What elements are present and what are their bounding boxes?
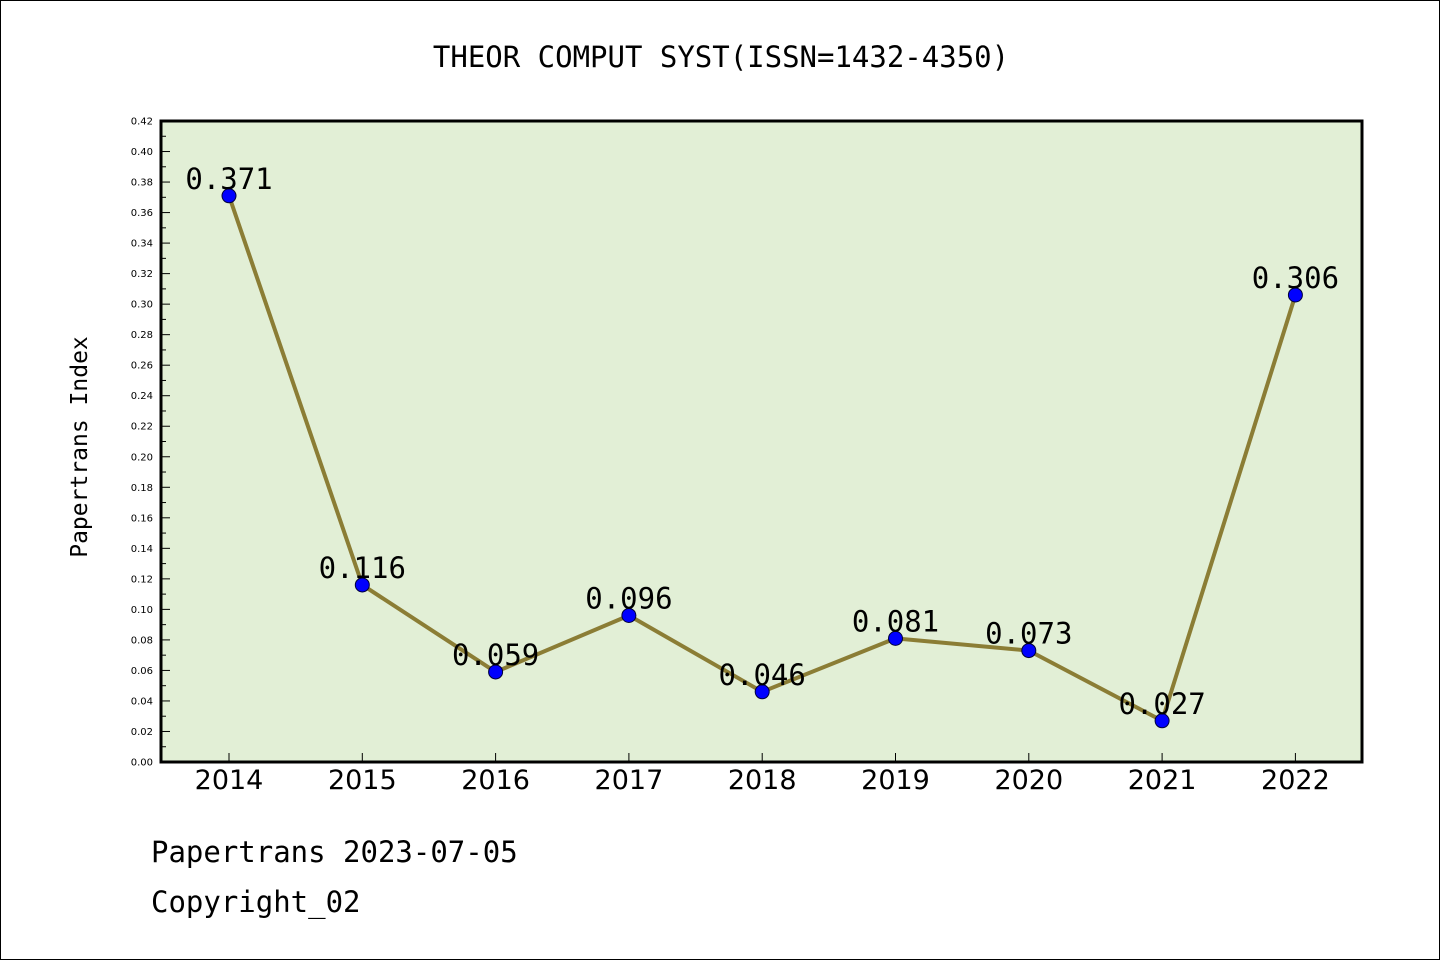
footer-copyright: Copyright_02	[151, 885, 361, 919]
data-label: 0.081	[852, 604, 939, 638]
chart-title: THEOR COMPUT SYST(ISSN=1432-4350)	[433, 40, 1009, 74]
footer-date-line: Papertrans 2023-07-05	[151, 835, 518, 869]
data-point	[1287, 287, 1303, 303]
x-tick-label: 2020	[994, 765, 1063, 796]
x-tick-label: 2018	[728, 765, 797, 796]
data-point	[354, 577, 370, 593]
y-tick-label: 0.24	[131, 391, 153, 402]
data-point	[1021, 643, 1037, 659]
y-tick-label: 0.16	[131, 513, 153, 524]
y-tick-label: 0.18	[131, 483, 153, 494]
data-label: 0.059	[452, 638, 539, 672]
y-axis: 0.00 0.02 0.04 0.06 0.08 0.10 0.12 0.14 0.16 0.18…	[131, 117, 170, 769]
data-label: 0.116	[319, 551, 406, 585]
x-tick-label: 2019	[861, 765, 930, 796]
y-tick-label: 0.00	[131, 758, 153, 769]
x-tick-label: 2017	[595, 765, 664, 796]
x-tick-label: 2021	[1128, 765, 1197, 796]
x-tick-label: 2016	[461, 765, 530, 796]
y-tick-label: 0.26	[131, 361, 153, 372]
data-label: 0.027	[1118, 687, 1205, 721]
x-tick-label: 2014	[195, 765, 264, 796]
x-tick-label: 2022	[1261, 765, 1330, 796]
data-label: 0.073	[985, 617, 1072, 651]
data-point	[888, 630, 903, 646]
data-series: 0.371 0.116 0.059 0.096 0.046 0.081 0.073 0.027…	[185, 162, 1339, 729]
y-tick-label: 0.42	[131, 117, 153, 128]
data-label: 0.096	[585, 581, 672, 615]
y-tick-label: 0.28	[131, 330, 153, 341]
data-point	[1154, 713, 1170, 729]
data-point	[621, 607, 637, 623]
data-point	[221, 188, 237, 204]
y-tick-label: 0.20	[131, 452, 153, 463]
data-label: 0.046	[719, 658, 806, 692]
y-tick-label: 0.12	[131, 574, 153, 585]
data-point	[754, 684, 770, 700]
data-point	[488, 664, 504, 680]
y-tick-label: 0.14	[131, 544, 153, 555]
y-tick-label: 0.40	[131, 147, 153, 158]
y-tick-label: 0.34	[131, 239, 153, 250]
y-tick-label: 0.04	[131, 696, 153, 707]
x-tick-label: 2015	[328, 765, 397, 796]
data-label: 0.371	[185, 162, 272, 196]
y-tick-label: 0.02	[131, 727, 153, 738]
y-tick-label: 0.38	[131, 178, 153, 189]
y-tick-label: 0.10	[131, 605, 153, 616]
data-label: 0.306	[1252, 261, 1339, 295]
y-tick-label: 0.06	[131, 666, 153, 677]
y-tick-label: 0.22	[131, 422, 153, 433]
y-tick-label: 0.36	[131, 208, 153, 219]
y-tick-label: 0.08	[131, 635, 153, 646]
y-tick-label: 0.30	[131, 300, 153, 311]
y-tick-label: 0.32	[131, 269, 153, 280]
plot-area	[159, 119, 1364, 764]
y-axis-label: Papertrans Index	[67, 336, 93, 558]
x-axis: 2014 2015 2016 2017 2018 2019 2020 2021 2022	[195, 753, 1330, 796]
